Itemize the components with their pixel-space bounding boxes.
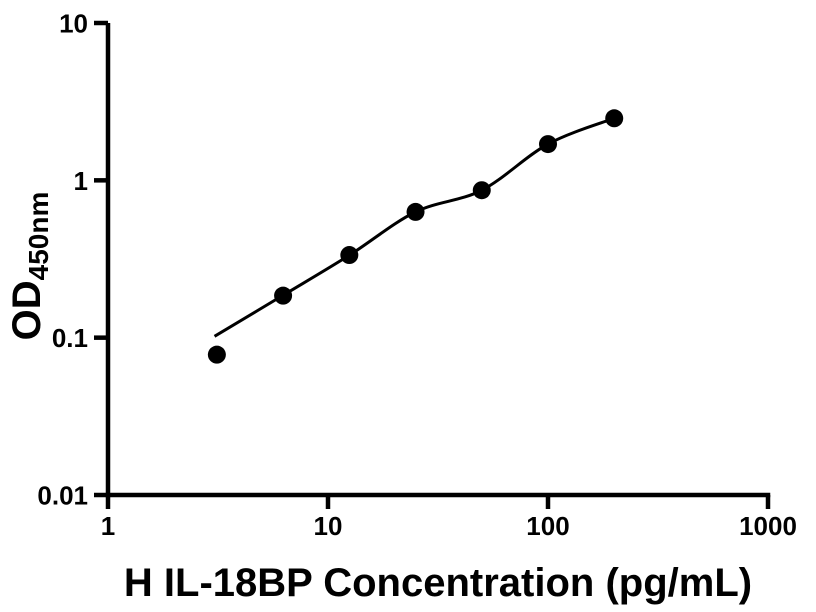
x-axis-tick-label: 10 bbox=[314, 511, 343, 541]
data-point bbox=[207, 345, 226, 364]
y-axis-title-main: OD bbox=[5, 280, 49, 340]
data-point bbox=[406, 202, 425, 221]
data-point bbox=[340, 246, 359, 265]
y-axis-tick-label: 1 bbox=[74, 166, 88, 196]
y-axis-tick-label: 0.01 bbox=[37, 481, 88, 511]
fit-curve-line bbox=[213, 116, 615, 338]
x-axis-tick-label: 100 bbox=[526, 511, 569, 541]
data-point bbox=[539, 135, 557, 154]
x-axis-title: H IL-18BP Concentration (pg/mL) bbox=[124, 561, 752, 605]
x-axis-tick-label: 1000 bbox=[739, 511, 797, 541]
y-axis-tick-label: 0.1 bbox=[52, 323, 88, 353]
y-axis-title-subscript: 450nm bbox=[23, 192, 54, 281]
data-point bbox=[605, 109, 624, 128]
x-axis-tick-label: 1 bbox=[101, 511, 115, 541]
y-axis-title: OD450nm bbox=[5, 192, 54, 341]
data-point bbox=[274, 286, 293, 305]
y-axis-tick-label: 10 bbox=[59, 9, 88, 39]
data-point bbox=[472, 181, 491, 200]
